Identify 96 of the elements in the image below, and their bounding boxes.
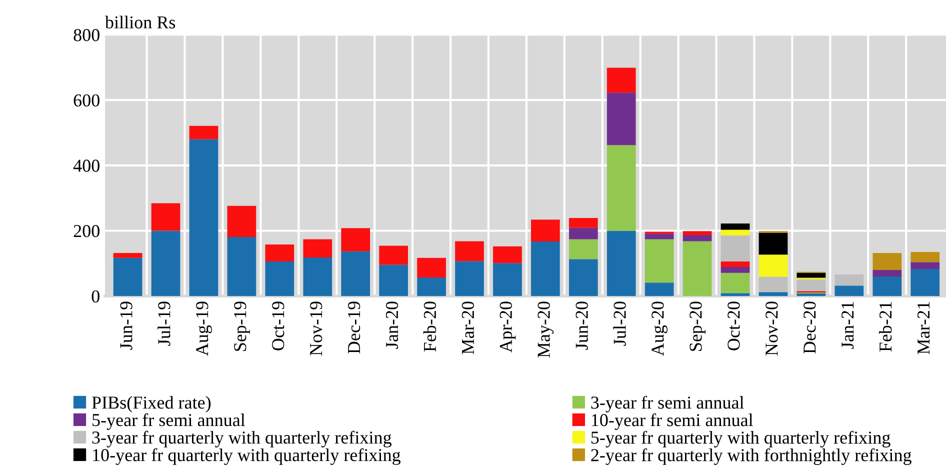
bar [796, 279, 826, 292]
bar [720, 235, 750, 262]
legend-label: 2-year fr quarterly with forthnightly refixing [591, 448, 912, 465]
x-tick-label: Jan-21 [842, 302, 854, 349]
x-tick-label: Mar-21 [918, 302, 930, 354]
legend-label: 3-year fr semi annual [591, 396, 744, 412]
bar [606, 230, 636, 296]
bar [720, 272, 750, 294]
x-tick-label: May-20 [538, 302, 554, 358]
x-tick-label: Mar-20 [462, 302, 474, 354]
bar [455, 241, 484, 262]
bar [720, 261, 750, 267]
x-tick-label: Dec-20 [804, 302, 816, 354]
bar [910, 268, 940, 296]
x-tick-label: Feb-20 [423, 302, 436, 352]
y-tick-label: 0 [92, 290, 100, 303]
bar [720, 293, 750, 296]
bar [758, 276, 788, 292]
bar [303, 239, 332, 258]
bar [151, 230, 180, 296]
x-tick-label: Nov-20 [766, 302, 778, 356]
legend-label: 5-year fr semi annual [92, 413, 246, 430]
bar [872, 276, 902, 296]
bar [379, 246, 408, 265]
bar [531, 220, 560, 242]
bar [265, 261, 294, 296]
bar [644, 234, 674, 240]
x-tick-label: Jun-19 [120, 302, 132, 350]
bar [417, 258, 446, 278]
y-tick-label: 200 [74, 225, 100, 238]
bar [682, 231, 712, 235]
bar [606, 145, 636, 231]
y-axis-title: billion Rs [105, 16, 176, 28]
bar [682, 234, 712, 242]
bar [151, 203, 180, 231]
legend-label: 10-year fr quarterly with quarterly refixing [93, 448, 400, 465]
x-tick-label: Sep-20 [690, 302, 706, 351]
bar [606, 92, 636, 146]
bar [872, 252, 902, 270]
x-tick-label: Nov-19 [310, 302, 322, 356]
x-tick-label: Dec-19 [348, 302, 360, 354]
bar [606, 68, 636, 93]
legend-label: 5-year fr quarterly with quarterly refixing [591, 430, 890, 448]
bar [417, 277, 446, 296]
x-tick-label: Apr-20 [500, 302, 516, 353]
bar [910, 252, 940, 262]
bar [493, 246, 522, 264]
bar [834, 286, 864, 296]
bar [568, 218, 598, 228]
bar [720, 230, 750, 236]
bar [872, 270, 902, 276]
bar [796, 272, 826, 278]
x-tick-label: Oct-19 [272, 302, 284, 350]
bar [720, 267, 750, 273]
bar [455, 261, 484, 296]
bar [113, 258, 142, 296]
x-tick-label: Sep-19 [234, 302, 250, 351]
bar [910, 262, 940, 269]
bar [531, 242, 560, 296]
x-tick-label: Jul-19 [158, 302, 170, 346]
x-tick-label: Aug-19 [196, 302, 212, 356]
x-tick-label: Jul-20 [613, 302, 626, 346]
x-tick-label: Feb-21 [878, 302, 892, 352]
bar [341, 251, 370, 296]
bar [758, 254, 788, 277]
y-tick-label: 600 [74, 94, 100, 107]
bar [189, 126, 218, 140]
x-tick-label: Oct-20 [728, 302, 740, 350]
bar [227, 206, 256, 237]
bar [796, 293, 826, 296]
bar [682, 241, 712, 296]
bar [568, 259, 598, 296]
bar [303, 258, 332, 296]
bar [189, 139, 218, 296]
bar [227, 236, 256, 296]
y-tick-label: 400 [73, 160, 100, 172]
bar [265, 244, 294, 262]
bar [113, 252, 142, 258]
y-tick-label: 800 [74, 29, 100, 42]
x-tick-label: Aug-20 [652, 302, 668, 356]
legend-label: 3-year fr quarterly with quarterly refixing [92, 430, 392, 448]
bar [493, 263, 522, 296]
bar [341, 228, 370, 252]
legend-label: 10-year fr semi annual [592, 413, 753, 430]
bar [758, 232, 788, 255]
bar [758, 292, 788, 296]
x-tick-label: Jun-20 [576, 302, 588, 350]
bar [568, 228, 598, 240]
bar [644, 282, 674, 296]
bar [720, 224, 750, 230]
x-tick-label: Jan-20 [386, 302, 398, 349]
legend-label: PIBs(Fixed rate) [92, 396, 211, 412]
bar [834, 274, 864, 286]
bar [644, 239, 674, 283]
bar [568, 239, 598, 260]
bar [379, 264, 408, 296]
